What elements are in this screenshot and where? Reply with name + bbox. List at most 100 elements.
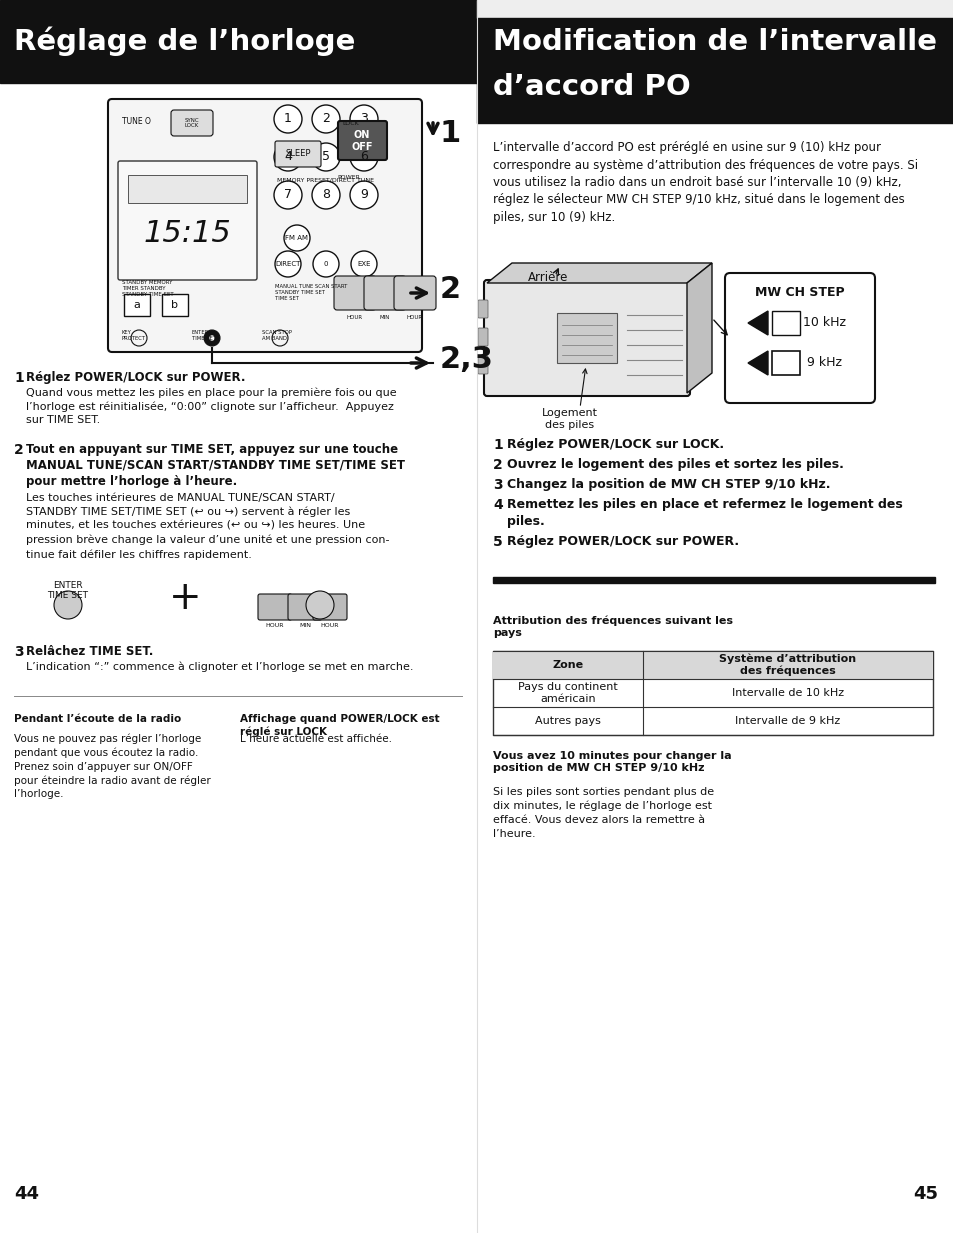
Text: Réglez POWER/LOCK sur POWER.: Réglez POWER/LOCK sur POWER.: [506, 535, 739, 547]
Text: STANDBY MEMORY
TIMER STANDBY
STANDBY TIME SET: STANDBY MEMORY TIMER STANDBY STANDBY TIM…: [122, 280, 173, 297]
Text: 45: 45: [912, 1185, 937, 1203]
Text: MANUAL TUNE/SCAN START/STANDBY TIME SET/TIME SET: MANUAL TUNE/SCAN START/STANDBY TIME SET/…: [26, 459, 405, 472]
Circle shape: [204, 330, 220, 346]
Text: 1: 1: [14, 371, 24, 385]
Bar: [557, 313, 617, 363]
Circle shape: [274, 105, 302, 133]
Text: b: b: [172, 300, 178, 309]
Text: ENTER
TIME SET: ENTER TIME SET: [192, 330, 215, 340]
Bar: [128, 175, 247, 203]
Text: Vous ne pouvez pas régler l’horloge
pendant que vous écoutez la radio.
Prenez so: Vous ne pouvez pas régler l’horloge pend…: [14, 734, 211, 799]
Polygon shape: [686, 263, 711, 393]
Bar: [493, 651, 932, 679]
Text: Affichage quand POWER/LOCK est
réglé sur LOCK: Affichage quand POWER/LOCK est réglé sur…: [240, 714, 439, 737]
FancyBboxPatch shape: [394, 276, 436, 309]
Text: 1: 1: [284, 112, 292, 126]
Text: 1: 1: [439, 118, 460, 148]
Text: Remettez les piles en place et refermez le logement des: Remettez les piles en place et refermez …: [506, 498, 902, 510]
FancyBboxPatch shape: [477, 356, 488, 374]
Circle shape: [313, 252, 338, 277]
Text: Pays du continent
américain: Pays du continent américain: [517, 682, 618, 704]
Text: 1: 1: [493, 438, 502, 453]
Polygon shape: [486, 263, 711, 284]
Circle shape: [274, 143, 302, 171]
Text: Changez la position de MW CH STEP 9/10 kHz.: Changez la position de MW CH STEP 9/10 k…: [506, 478, 830, 491]
FancyBboxPatch shape: [477, 300, 488, 318]
Text: Réglez POWER/LOCK sur POWER.: Réglez POWER/LOCK sur POWER.: [26, 371, 245, 383]
Text: MIN: MIN: [379, 314, 390, 321]
Text: Ouvrez le logement des piles et sortez les piles.: Ouvrez le logement des piles et sortez l…: [506, 457, 843, 471]
Text: +: +: [169, 580, 201, 616]
Circle shape: [351, 252, 376, 277]
Text: pour mettre l’horloge à l’heure.: pour mettre l’horloge à l’heure.: [26, 475, 237, 488]
Text: SYNC
LOCK: SYNC LOCK: [185, 117, 199, 128]
Polygon shape: [493, 577, 934, 583]
Circle shape: [274, 252, 301, 277]
Text: KEY
PROTECT: KEY PROTECT: [122, 330, 146, 340]
Text: Les touches intérieures de MANUAL TUNE/SCAN START/
STANDBY TIME SET/TIME SET (↩ : Les touches intérieures de MANUAL TUNE/S…: [26, 493, 389, 560]
Bar: [0, 18, 476, 83]
Text: a: a: [133, 300, 140, 309]
Text: SLEEP: SLEEP: [285, 149, 311, 159]
Text: Intervalle de 9 kHz: Intervalle de 9 kHz: [735, 716, 840, 726]
Text: DIRECT: DIRECT: [275, 261, 300, 268]
Text: MANUAL TUNE SCAN START
STANDBY TIME SET
TIME SET: MANUAL TUNE SCAN START STANDBY TIME SET …: [274, 284, 347, 301]
Text: 2: 2: [439, 275, 460, 305]
Text: Zone: Zone: [552, 660, 583, 670]
Text: 2: 2: [493, 457, 502, 472]
Bar: [771, 311, 800, 335]
Text: Quand vous mettez les piles en place pour la première fois ou que
l’horloge est : Quand vous mettez les piles en place pou…: [26, 387, 396, 425]
Text: Tout en appuyant sur TIME SET, appuyez sur une touche: Tout en appuyant sur TIME SET, appuyez s…: [26, 443, 397, 456]
Circle shape: [312, 181, 339, 210]
Text: 0: 0: [323, 261, 328, 268]
Text: Attribution des fréquences suivant les
pays: Attribution des fréquences suivant les p…: [493, 615, 732, 637]
Text: Logement
des piles: Logement des piles: [541, 408, 598, 430]
Circle shape: [350, 105, 377, 133]
Circle shape: [350, 143, 377, 171]
Text: Modification de l’intervalle: Modification de l’intervalle: [493, 28, 936, 55]
Text: 44: 44: [14, 1185, 39, 1203]
Circle shape: [274, 181, 302, 210]
Text: 2: 2: [322, 112, 330, 126]
FancyBboxPatch shape: [171, 110, 213, 136]
Text: SCAN STOP
AM BAND: SCAN STOP AM BAND: [262, 330, 292, 340]
Circle shape: [284, 224, 310, 252]
Bar: [0, 0, 476, 18]
Text: MIN: MIN: [298, 623, 311, 628]
Text: Arrière: Arrière: [527, 271, 568, 284]
Text: L’indication “:” commence à clignoter et l’horloge se met en marche.: L’indication “:” commence à clignoter et…: [26, 661, 413, 672]
Text: HOUR: HOUR: [347, 314, 363, 321]
FancyBboxPatch shape: [337, 121, 387, 160]
Text: 2: 2: [14, 443, 24, 457]
Bar: [476, 0, 953, 18]
FancyBboxPatch shape: [313, 594, 347, 620]
Text: 3: 3: [14, 645, 24, 658]
Text: Réglez POWER/LOCK sur LOCK.: Réglez POWER/LOCK sur LOCK.: [506, 438, 723, 451]
FancyBboxPatch shape: [108, 99, 421, 351]
Text: ENTER
TIME SET: ENTER TIME SET: [48, 581, 89, 600]
FancyBboxPatch shape: [364, 276, 406, 309]
FancyBboxPatch shape: [477, 328, 488, 346]
Bar: [124, 293, 150, 316]
Text: 3: 3: [359, 112, 368, 126]
Text: TUNE O: TUNE O: [122, 117, 151, 126]
FancyBboxPatch shape: [118, 162, 256, 280]
Text: 2,3: 2,3: [439, 345, 494, 375]
Text: FM AM: FM AM: [285, 236, 308, 240]
Text: 3: 3: [493, 478, 502, 492]
Polygon shape: [747, 311, 767, 335]
FancyBboxPatch shape: [288, 594, 322, 620]
Bar: [771, 351, 800, 375]
Text: 6: 6: [359, 150, 368, 164]
Bar: [162, 293, 188, 316]
Text: 5: 5: [493, 535, 502, 549]
Circle shape: [54, 591, 82, 619]
Circle shape: [210, 337, 213, 340]
Text: Vous avez 10 minutes pour changer la
position de MW CH STEP 9/10 kHz: Vous avez 10 minutes pour changer la pos…: [493, 751, 731, 773]
Text: d’accord PO: d’accord PO: [493, 73, 690, 101]
Text: Autres pays: Autres pays: [535, 716, 600, 726]
FancyBboxPatch shape: [274, 141, 320, 166]
Text: 8: 8: [322, 189, 330, 201]
Text: 10 kHz: 10 kHz: [802, 317, 845, 329]
Text: POWER: POWER: [336, 175, 359, 180]
